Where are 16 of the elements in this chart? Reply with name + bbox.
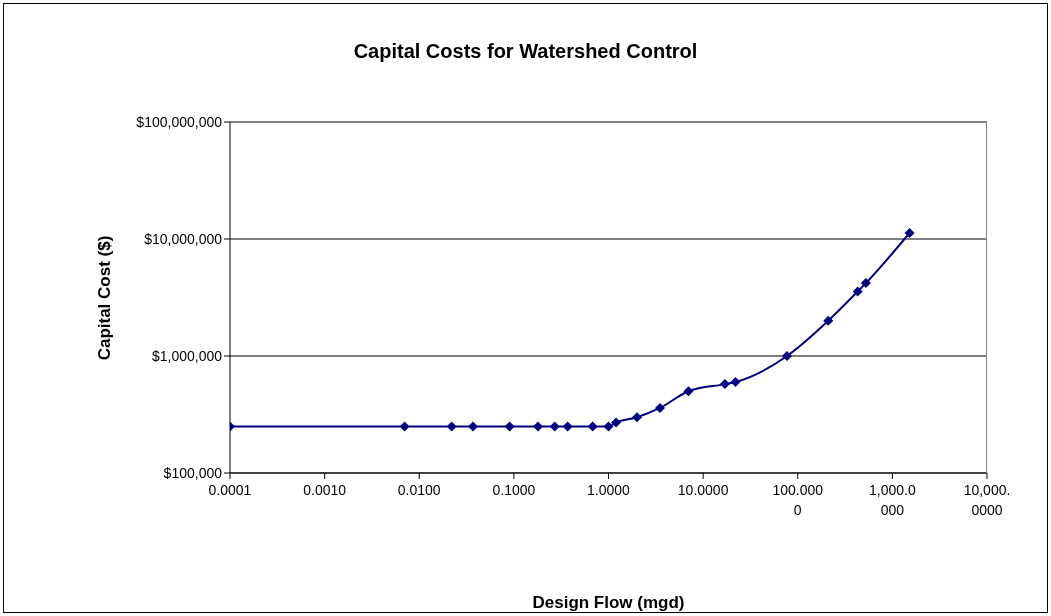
y-tick-label: $100,000,000 bbox=[136, 113, 223, 130]
x-tick-label: 0.0100 bbox=[397, 482, 441, 498]
x-tick-label: 0.0001 bbox=[208, 482, 252, 498]
x-tick-label: 0.0010 bbox=[303, 482, 347, 498]
y-tick-label: $10,000,000 bbox=[144, 230, 223, 247]
x-tick-label: 10.0000 bbox=[677, 482, 729, 498]
x-tick-label: 1,000.0000 bbox=[869, 482, 916, 518]
chart-title: Capital Costs for Watershed Control bbox=[352, 40, 699, 63]
x-tick-label: 0.1000 bbox=[492, 482, 536, 498]
x-tick-label: 10,000.0000 bbox=[963, 482, 1011, 518]
x-tick-label: 100.0000 bbox=[772, 482, 824, 518]
x-tick-label: 1.0000 bbox=[587, 482, 631, 498]
y-axis-title: Capital Cost ($) bbox=[95, 235, 115, 361]
y-tick-label: $100,000 bbox=[163, 464, 223, 481]
x-axis-title: Design Flow (mgd) bbox=[532, 593, 685, 612]
y-tick-label: $1,000,000 bbox=[151, 347, 223, 364]
